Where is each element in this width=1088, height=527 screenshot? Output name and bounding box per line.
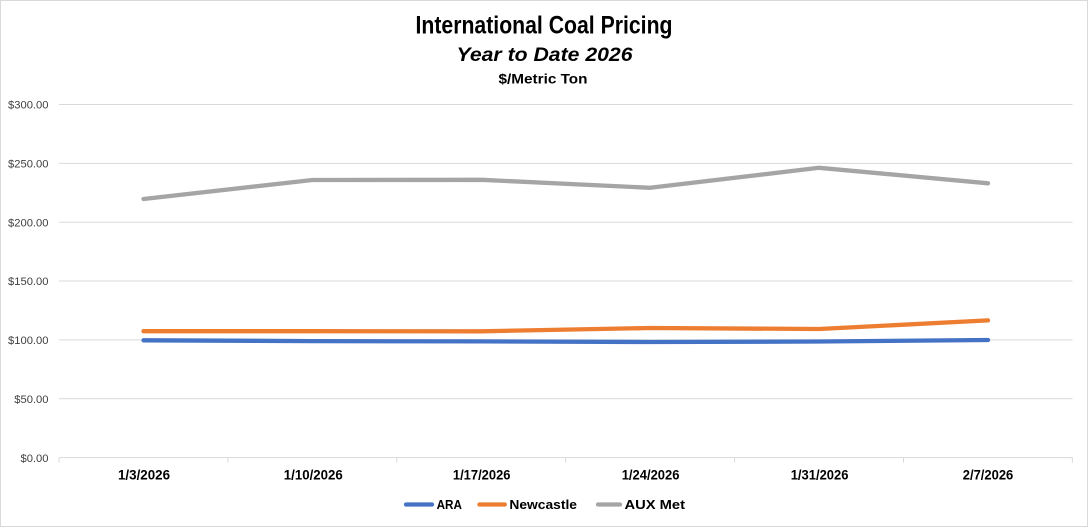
svg-text:$/Metric Ton: $/Metric Ton — [499, 71, 588, 86]
svg-text:$100.00: $100.00 — [8, 335, 48, 347]
svg-text:ARA: ARA — [437, 497, 463, 512]
svg-text:$300.00: $300.00 — [8, 100, 48, 112]
svg-text:$250.00: $250.00 — [8, 158, 48, 170]
svg-text:$50.00: $50.00 — [14, 394, 48, 406]
svg-text:Newcastle: Newcastle — [509, 497, 577, 512]
svg-text:$200.00: $200.00 — [8, 217, 48, 229]
svg-text:2/7/2026: 2/7/2026 — [963, 468, 1014, 483]
svg-text:1/10/2026: 1/10/2026 — [284, 468, 343, 483]
svg-text:1/31/2026: 1/31/2026 — [791, 468, 849, 483]
svg-text:$150.00: $150.00 — [8, 276, 48, 288]
svg-text:1/17/2026: 1/17/2026 — [453, 468, 511, 483]
svg-text:AUX Met: AUX Met — [625, 497, 686, 512]
svg-text:Year to Date 2026: Year to Date 2026 — [457, 44, 633, 66]
svg-text:1/3/2026: 1/3/2026 — [118, 468, 170, 483]
svg-text:1/24/2026: 1/24/2026 — [622, 468, 680, 483]
svg-text:International Coal Pricing: International Coal Pricing — [416, 12, 673, 40]
svg-text:$0.00: $0.00 — [21, 453, 49, 465]
